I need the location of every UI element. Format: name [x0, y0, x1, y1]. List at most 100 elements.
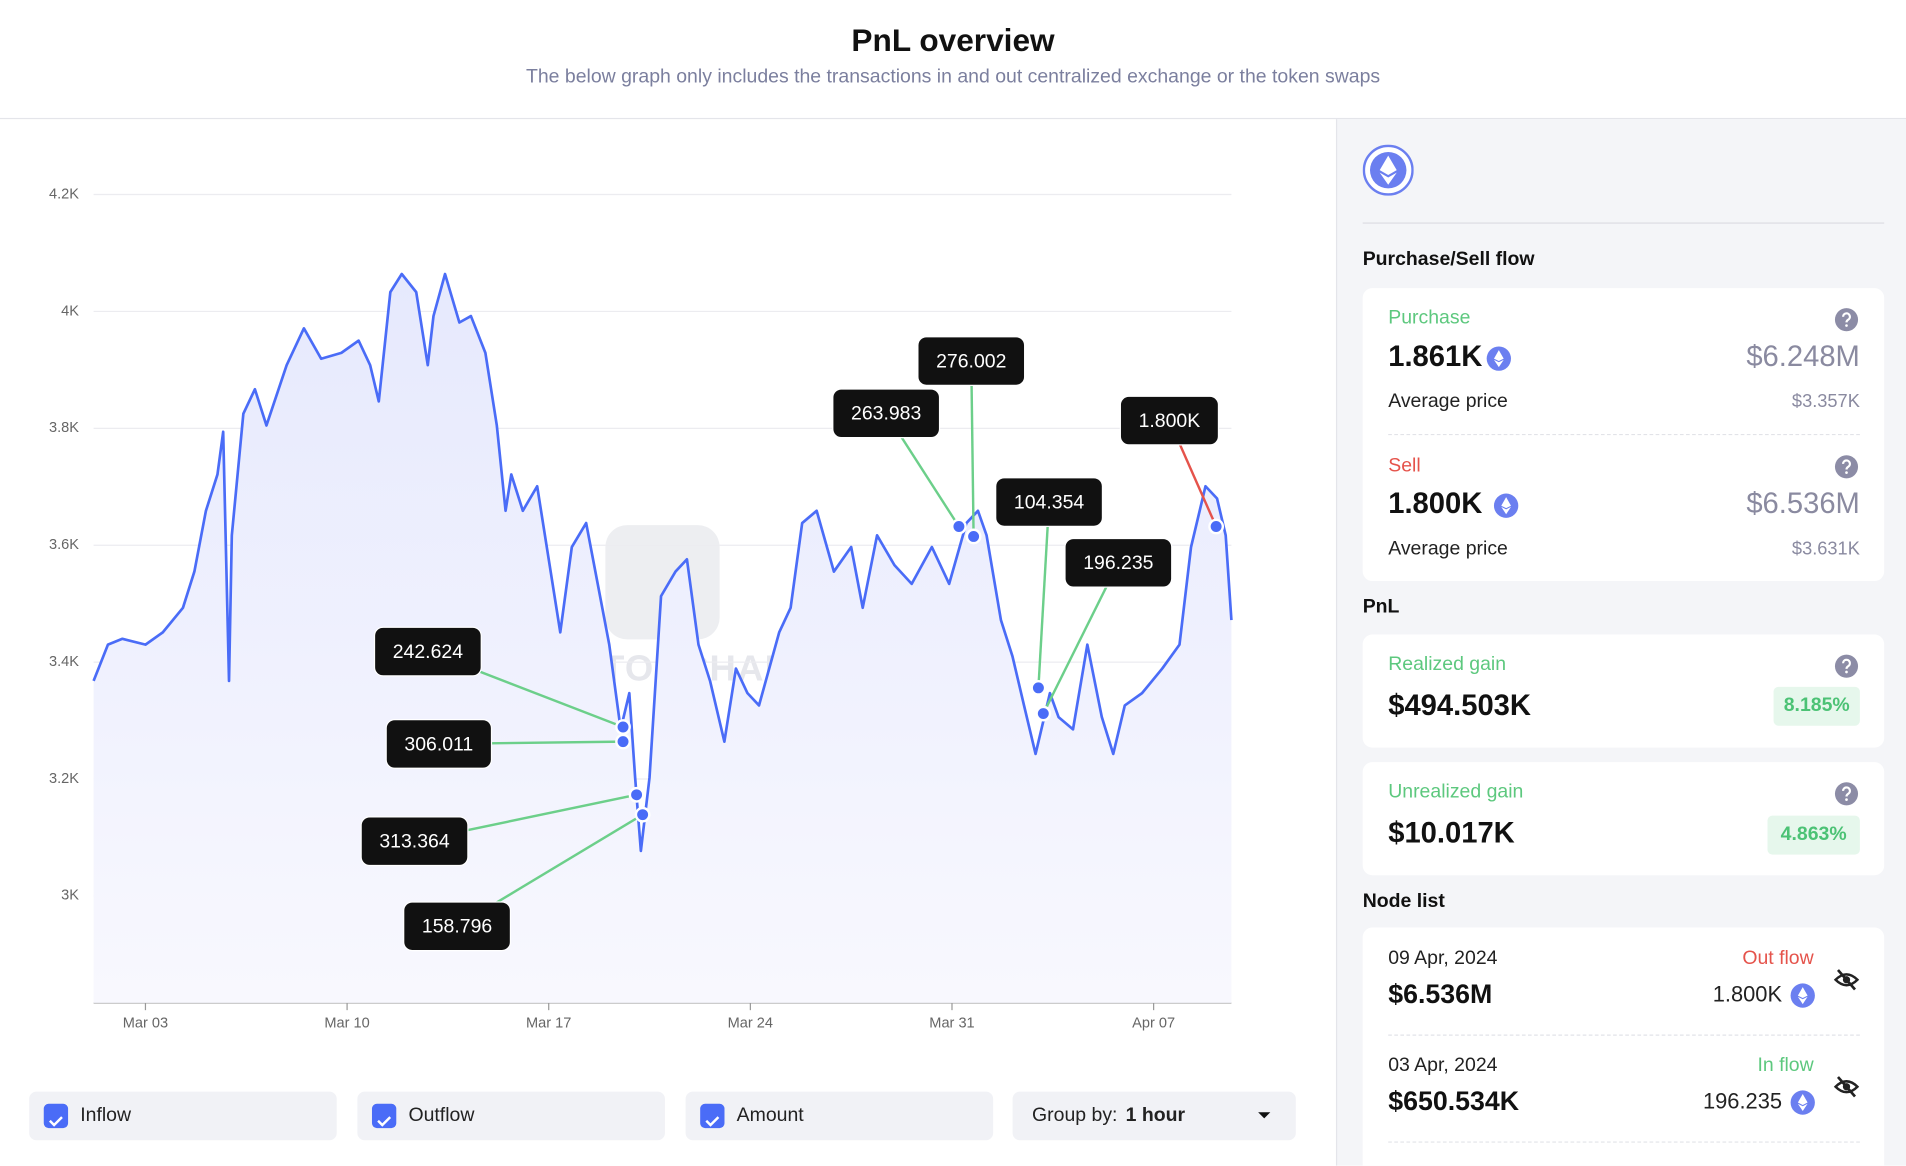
- select-value: 1 hour: [1125, 1104, 1186, 1126]
- tooltip-label: 196.235: [1083, 552, 1153, 574]
- tooltip-label: 1.800K: [1139, 410, 1201, 432]
- tooltip-box: [917, 336, 1026, 386]
- node-tooltip: 158.796: [403, 901, 512, 952]
- eth-icon: [1790, 1090, 1815, 1115]
- amount-checkbox[interactable]: Amount: [685, 1091, 994, 1141]
- checkbox-icon: [43, 1103, 69, 1129]
- checkbox-icon: [700, 1103, 725, 1129]
- tooltip-label: 276.002: [936, 350, 1006, 372]
- node-date: 09 Apr, 2024: [1388, 948, 1498, 969]
- checkbox-icon: [371, 1103, 397, 1129]
- x-tick-label: Mar 31: [929, 1015, 974, 1031]
- y-tick-label: 4K: [61, 303, 79, 319]
- tooltip-box: [360, 816, 469, 867]
- tooltip-box: [385, 719, 493, 769]
- sell-label: Sell: [1388, 455, 1421, 477]
- tooltip-label: 242.624: [393, 641, 463, 663]
- node-tooltip: 263.983: [832, 388, 941, 439]
- tooltip-label: 306.011: [404, 733, 473, 755]
- y-tick-label: 3.6K: [49, 537, 79, 553]
- card-divider: [1388, 433, 1860, 436]
- gain-label: Unrealized gain: [1388, 781, 1524, 803]
- node-tooltip: 313.364: [360, 816, 469, 867]
- node-point: [615, 733, 631, 750]
- checkbox-label: Amount: [736, 1104, 804, 1126]
- eth-icon: [1486, 346, 1511, 371]
- card-divider: [1388, 1141, 1860, 1143]
- node-flow: In flow: [1757, 1055, 1814, 1076]
- help-icon[interactable]: [1834, 455, 1859, 479]
- gain-value: $10.017K: [1388, 816, 1515, 850]
- x-tick-label: Mar 24: [728, 1015, 773, 1031]
- node-usd: $6.536M: [1388, 978, 1493, 1009]
- tooltip-box: [373, 626, 482, 677]
- x-tick-label: Mar 17: [526, 1015, 571, 1031]
- inflow-checkbox[interactable]: Inflow: [29, 1091, 337, 1141]
- purchase-amount: 1.861K: [1388, 340, 1483, 374]
- avg-label: Average price: [1388, 538, 1508, 560]
- y-tick-label: 3K: [61, 888, 79, 904]
- x-tick-label: Mar 10: [324, 1015, 369, 1031]
- node-connector: [970, 361, 975, 537]
- help-icon[interactable]: [1834, 654, 1859, 678]
- node-point: [1208, 518, 1225, 535]
- avg-label: Average price: [1388, 391, 1508, 413]
- eth-icon: [1790, 983, 1815, 1008]
- gain-badge: 8.185%: [1773, 686, 1860, 726]
- x-tick-label: Apr 07: [1132, 1015, 1175, 1031]
- sell-amount: 1.800K: [1388, 487, 1483, 521]
- avg-price: $3.631K: [1791, 538, 1860, 560]
- node-tooltip: 242.624: [373, 626, 482, 677]
- help-icon[interactable]: [1834, 782, 1859, 806]
- tooltip-box: [832, 388, 941, 439]
- tooltip-label: 263.983: [851, 403, 921, 425]
- select-label: Group by:: [1032, 1104, 1118, 1126]
- y-tick-label: 3.4K: [49, 654, 79, 670]
- tooltip-label: 313.364: [379, 831, 449, 853]
- help-icon[interactable]: [1834, 308, 1859, 332]
- tooltip-box: [1119, 395, 1220, 446]
- node-point: [634, 806, 651, 823]
- page-title: PnL overview: [851, 21, 1055, 59]
- panel-divider: [1362, 222, 1885, 224]
- checkbox-label: Inflow: [80, 1104, 132, 1126]
- node-flow: Out flow: [1742, 948, 1814, 969]
- node-tooltip: 276.002: [917, 336, 1026, 386]
- eth-icon: [1493, 493, 1519, 518]
- node-amount: 1.800K: [1712, 982, 1783, 1007]
- node-connector: [1037, 501, 1051, 688]
- caret-icon: [1258, 1112, 1271, 1119]
- page-subtitle: The below graph only includes the transa…: [525, 66, 1381, 88]
- section-title: Node list: [1362, 891, 1445, 912]
- gain-badge: 4.863%: [1767, 815, 1860, 855]
- purchase-label: Purchase: [1388, 307, 1471, 329]
- gain-value: $494.503K: [1388, 689, 1531, 723]
- area: [93, 273, 1232, 1003]
- node-amount: 196.235: [1702, 1089, 1783, 1114]
- gain-label: Realized gain: [1388, 653, 1507, 675]
- section-title: Purchase/Sell flow: [1362, 249, 1535, 270]
- node-tooltip: 104.354: [995, 477, 1104, 527]
- node-point: [628, 786, 645, 803]
- node-connector: [1042, 562, 1120, 715]
- hide-button[interactable]: [1833, 1075, 1860, 1099]
- tooltip-box: [403, 901, 512, 952]
- eth-logo: [1362, 144, 1414, 196]
- hide-button[interactable]: [1833, 968, 1860, 992]
- avg-price: $3.357K: [1791, 391, 1860, 413]
- purchase-usd: $6.248M: [1746, 340, 1860, 374]
- tooltip-label: 104.354: [1014, 491, 1084, 513]
- node-list-card: [1362, 927, 1885, 1166]
- node-tooltip: 1.800K: [1119, 395, 1220, 446]
- x-tick-label: Mar 03: [123, 1015, 168, 1031]
- y-tick-label: 3.2K: [49, 771, 79, 787]
- tooltip-box: [995, 477, 1104, 527]
- group-by-select[interactable]: Group by: 1 hour: [1012, 1091, 1296, 1141]
- sell-usd: $6.536M: [1746, 487, 1860, 521]
- node-tooltip: 196.235: [1064, 537, 1173, 588]
- node-date: 03 Apr, 2024: [1388, 1055, 1498, 1076]
- tooltip-box: [1064, 537, 1173, 588]
- node-point: [951, 518, 967, 535]
- outflow-checkbox[interactable]: Outflow: [357, 1091, 665, 1141]
